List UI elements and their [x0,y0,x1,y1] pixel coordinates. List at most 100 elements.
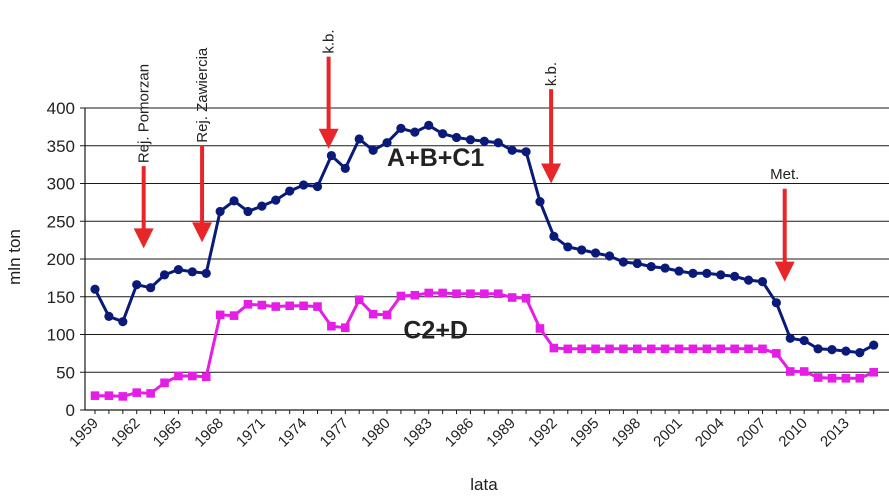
data-point [660,344,670,354]
annotation-arrow-head [133,228,154,249]
y-tick-label: 100 [47,326,75,345]
data-point [813,373,823,382]
annotation-label: Rej. Pomorzan [136,64,153,163]
data-point [313,302,322,311]
data-point [285,186,295,196]
data-point [243,206,253,217]
data-point [688,344,698,354]
annotation-arrow-head [541,163,562,184]
data-point [799,367,809,376]
data-point [118,392,128,401]
x-tick-label: 2010 [775,415,811,451]
data-point [577,344,586,354]
data-point [619,344,628,354]
data-point [104,391,114,400]
data-point [382,138,392,148]
data-point [340,323,350,333]
data-point [312,181,323,192]
data-point [326,150,336,161]
x-tick-label: 1965 [150,415,186,451]
data-point [90,284,100,294]
data-point [229,311,239,320]
data-point [702,268,712,278]
data-point [507,293,517,302]
data-point [257,201,267,211]
series-label: A+B+C1 [387,144,484,172]
data-point [132,280,142,290]
data-point [716,344,726,354]
data-point [146,389,155,398]
data-point [563,344,573,354]
y-tick-label: 200 [47,250,75,269]
grid-layer [85,107,889,411]
y-tick-label: 300 [47,175,75,194]
data-point [479,136,489,146]
data-point [758,344,767,354]
data-point [174,371,183,381]
data-point [744,344,753,354]
data-point [785,333,795,343]
data-point [480,289,489,299]
data-point [118,317,128,327]
data-point [173,264,184,275]
data-point [438,288,447,298]
x-tick-label: 1995 [567,415,603,451]
data-point [813,344,823,354]
data-point [465,135,476,145]
data-point [535,324,545,333]
data-point [493,138,503,148]
x-tick-label: 1986 [442,415,478,451]
data-point [730,344,739,354]
data-point [452,289,461,299]
data-point [772,349,781,358]
data-point [159,270,170,280]
series-layer: A+B+C1 C2+D [90,120,879,401]
y-tick-label: 50 [56,363,75,382]
data-point [146,283,156,293]
x-tick-label: 1998 [609,415,645,451]
data-point [410,127,420,137]
x-tick-label: 1989 [483,415,519,451]
data-point [618,257,629,267]
data-point [633,344,642,354]
x-tick-label: 1980 [358,415,394,451]
data-point [841,346,851,356]
x-tick-label: 2007 [734,415,770,451]
data-point [632,258,642,269]
data-point [688,268,698,278]
y-tick-label: 150 [47,288,75,307]
data-point [674,266,684,276]
data-point [368,145,378,155]
data-point [521,147,531,157]
data-point [424,120,434,130]
data-point [869,367,879,377]
x-tick-label: 1974 [275,415,311,451]
data-point [382,310,392,320]
data-point [368,309,378,319]
data-point [451,132,462,143]
data-point [577,245,587,255]
y-tick-label: 0 [66,401,75,420]
data-point [521,293,531,303]
data-point [716,270,726,280]
data-point [298,180,309,190]
data-point [271,195,281,205]
data-point [674,344,684,354]
data-point [841,373,851,383]
data-point [104,311,114,321]
series-line [95,291,875,398]
y-axis-label: mln ton [5,229,24,285]
data-point [243,300,253,309]
data-point [271,302,281,311]
data-point [730,271,740,281]
data-point [785,367,795,376]
annotation-arrow-head [774,261,795,282]
data-point [201,268,211,278]
series-line [93,123,875,355]
data-point [299,301,308,311]
x-tick-label: 1959 [66,415,102,451]
data-point [646,344,656,354]
data-point [132,388,142,397]
